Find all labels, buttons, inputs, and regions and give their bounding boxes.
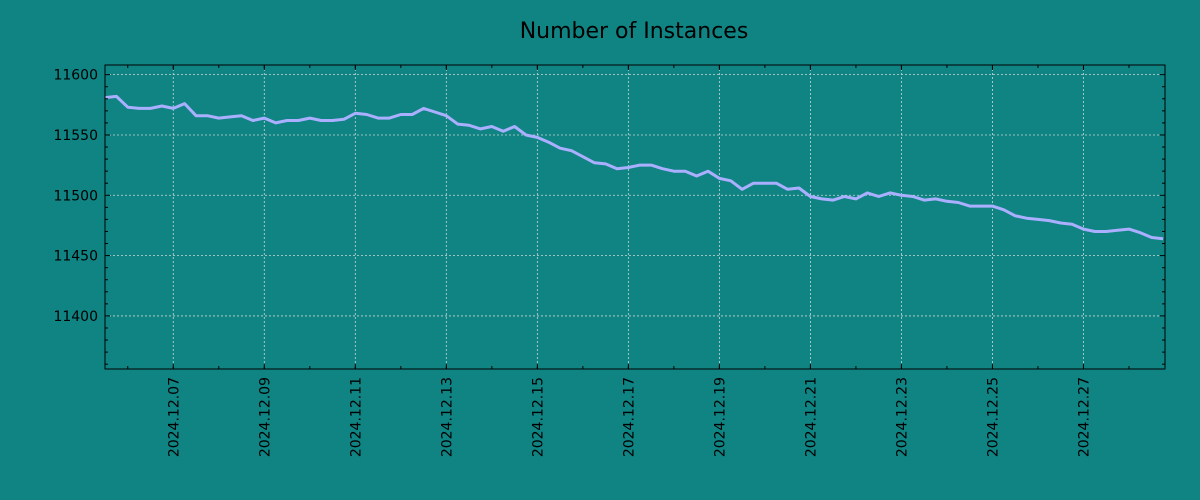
x-tick-label: 2024.12.09 xyxy=(257,377,273,457)
x-tick-label: 2024.12.21 xyxy=(803,377,819,457)
grid xyxy=(105,65,1165,369)
x-tick-label: 2024.12.17 xyxy=(621,377,637,457)
x-tick-label: 2024.12.13 xyxy=(439,377,455,457)
plot-frame xyxy=(104,64,1166,370)
y-tick-label: 11550 xyxy=(53,128,98,144)
chart-title: Number of Instances xyxy=(520,19,749,44)
y-tick-label: 11500 xyxy=(53,188,98,204)
x-axis: 2024.12.07 2024.12.09 2024.12.11 2024.12.13… xyxy=(127,65,1130,457)
series-line xyxy=(104,94,1164,241)
x-tick-label: 2024.12.11 xyxy=(348,377,364,457)
x-tick-label: 2024.12.23 xyxy=(894,377,910,457)
y-axis: 11400 11450 11500 11550 11600 xyxy=(53,68,1165,365)
series-layer xyxy=(104,94,1164,241)
x-tick-label: 2024.12.27 xyxy=(1076,377,1092,457)
y-tick-label: 11600 xyxy=(53,68,98,84)
y-tick-label: 11400 xyxy=(53,309,98,325)
y-tick-label: 11450 xyxy=(53,249,98,265)
x-tick-label: 2024.12.07 xyxy=(166,377,182,457)
x-tick-label: 2024.12.25 xyxy=(985,377,1001,457)
x-tick-label: 2024.12.15 xyxy=(530,377,546,457)
x-tick-label: 2024.12.19 xyxy=(712,377,728,457)
